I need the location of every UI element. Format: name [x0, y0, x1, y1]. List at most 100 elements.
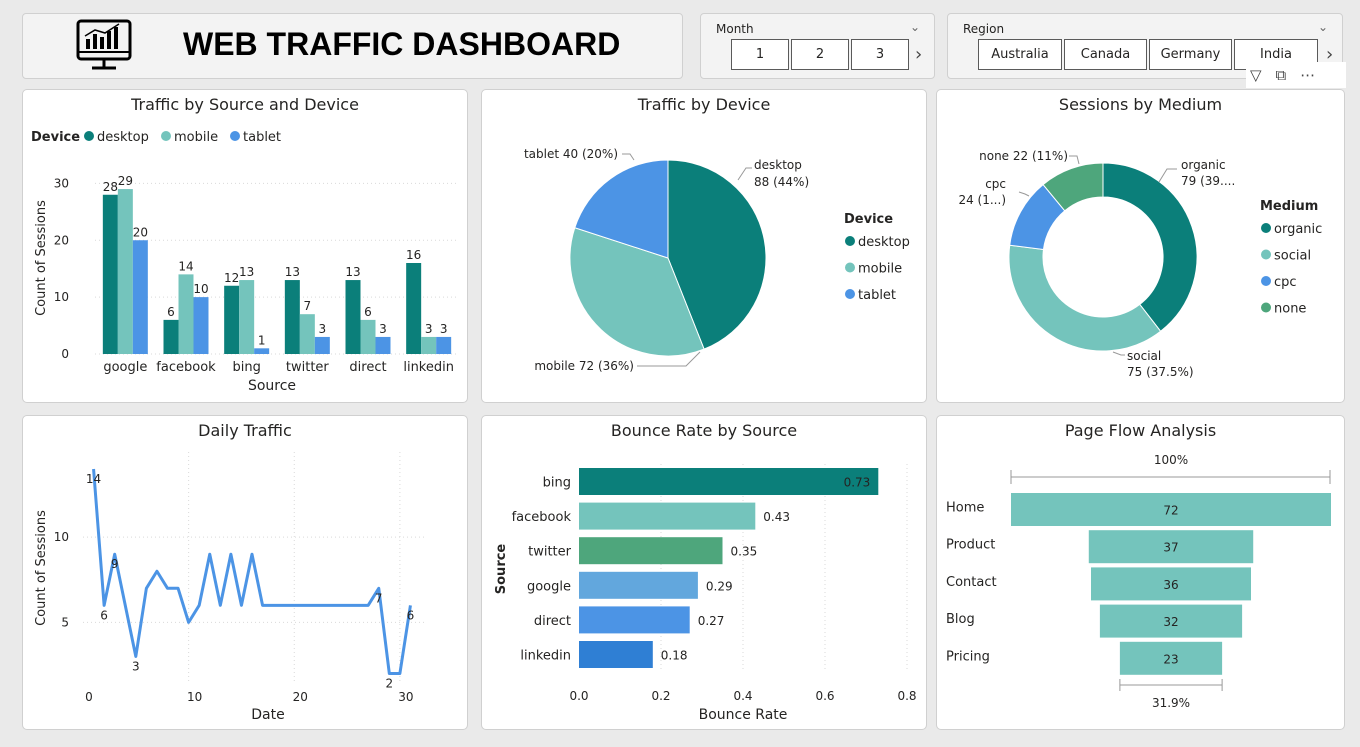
month-slicer[interactable]: Month ⌄ 1 2 3 ›	[700, 13, 935, 79]
y-axis-title: Count of Sessions	[34, 200, 49, 316]
page-title: WEB TRAFFIC DASHBOARD	[183, 26, 621, 62]
region-option-australia[interactable]: Australia	[978, 39, 1062, 70]
y-tick-label: 20	[54, 233, 69, 247]
bar-tablet-google	[132, 240, 148, 354]
legend-marker	[84, 131, 94, 141]
data-label: 37	[1163, 541, 1178, 555]
month-slicer-label: Month	[716, 22, 754, 36]
data-label: 13	[285, 265, 300, 279]
data-label: 2	[385, 676, 393, 690]
region-option-canada[interactable]: Canada	[1064, 39, 1147, 70]
donut-slice-organic	[1102, 162, 1198, 332]
month-option-2[interactable]: 2	[791, 39, 849, 70]
data-label: 14	[178, 259, 193, 273]
bar-twitter	[579, 537, 723, 565]
data-label-cpc: 24 (1...)	[958, 193, 1006, 207]
chevron-right-icon[interactable]: ›	[1326, 44, 1334, 65]
bar-tablet-twitter	[314, 336, 330, 354]
leader-line	[1158, 168, 1177, 183]
x-axis-title: Bounce Rate	[699, 707, 788, 723]
bounce-rate-card[interactable]: Bounce Rate by Source 0.0 0.2 0.4 0.6 0.8 bin…	[481, 415, 927, 730]
category-label: Pricing	[946, 649, 990, 664]
data-label-desktop: 88 (44%)	[754, 175, 809, 189]
chevron-down-icon[interactable]: ⌄	[1317, 20, 1328, 34]
month-option-3[interactable]: 3	[851, 39, 909, 70]
leader-line	[1018, 191, 1030, 197]
y-axis-title: Source	[494, 544, 509, 595]
region-slicer[interactable]: Region ⌄ Australia Canada Germany India …	[947, 13, 1343, 79]
y-tick-label: 30	[54, 176, 69, 190]
data-label: 29	[118, 174, 133, 188]
data-label: 3	[440, 322, 448, 336]
legend-marker	[1261, 223, 1271, 233]
data-label: 3	[379, 322, 387, 336]
monitor-chart-icon	[76, 19, 132, 70]
data-label: 14	[86, 472, 101, 486]
funnel-bar-contact	[1091, 567, 1251, 601]
data-label-social: social	[1127, 349, 1161, 363]
data-label: 13	[239, 265, 254, 279]
daily-traffic-card[interactable]: Daily Traffic 0 10 20 30 5 10 14 6 9 3 7 2 6 Date Coun…	[22, 415, 468, 730]
bar-mobile-twitter	[299, 314, 315, 354]
funnel-bar-pricing	[1119, 641, 1223, 675]
data-label-organic: organic	[1181, 158, 1226, 172]
legend-label-desktop: desktop	[858, 235, 910, 250]
month-option-1[interactable]: 1	[731, 39, 789, 70]
page-flow-card[interactable]: Page Flow Analysis 100% 72 Home 37 Product 36…	[936, 415, 1345, 730]
bar-desktop-google	[102, 194, 118, 354]
funnel-bar-product	[1088, 530, 1254, 564]
more-options-icon[interactable]: ⋯	[1300, 66, 1316, 84]
bar-tablet-bing	[254, 348, 270, 354]
region-option-germany[interactable]: Germany	[1149, 39, 1232, 70]
category-label: Product	[946, 538, 995, 553]
data-label: 13	[345, 265, 360, 279]
traffic-by-source-device-card[interactable]: Traffic by Source and Device Device deskt…	[22, 89, 468, 403]
chevron-down-icon[interactable]: ⌄	[909, 20, 920, 34]
bar-mobile-direct	[360, 319, 376, 354]
data-label: 72	[1163, 504, 1178, 518]
y-tick-label: facebook	[512, 510, 572, 525]
legend-marker	[1261, 302, 1271, 313]
donut-slice-none	[1042, 162, 1104, 212]
traffic-by-device-card[interactable]: Traffic by Device desktop 88 (44%) mobile …	[481, 89, 927, 403]
filter-icon[interactable]: ▽	[1250, 66, 1262, 84]
sessions-by-medium-card[interactable]: Sessions by Medium organic 79 (39.... soci…	[936, 89, 1345, 403]
bar-tablet-facebook	[193, 297, 209, 354]
chevron-right-icon[interactable]: ›	[915, 44, 923, 65]
x-axis-title: Source	[248, 378, 296, 394]
legend-label-desktop: desktop	[97, 130, 149, 145]
header-banner: WEB TRAFFIC DASHBOARD	[22, 13, 683, 79]
data-label: 3	[319, 322, 327, 336]
sessions-by-medium-chart: organic 79 (39.... social 75 (37.5%) cpc 24 (…	[958, 149, 1322, 379]
y-tick-label: google	[527, 579, 571, 594]
legend-label-tablet: tablet	[243, 130, 281, 145]
bar-direct	[579, 606, 690, 634]
data-label: 0.27	[698, 614, 725, 628]
data-label-social: 75 (37.5%)	[1127, 365, 1194, 379]
focus-mode-icon[interactable]: ⧉	[1275, 66, 1287, 84]
legend-label-social: social	[1274, 249, 1311, 264]
chart-title: Bounce Rate by Source	[610, 421, 798, 440]
x-tick-label: 0.0	[569, 689, 588, 703]
category-label: Contact	[946, 575, 997, 590]
data-label: 6	[364, 305, 372, 319]
pie-slice-tablet	[574, 159, 669, 259]
data-label-mobile: mobile 72 (36%)	[534, 359, 634, 373]
chart-title: Sessions by Medium	[1058, 95, 1223, 114]
legend-marker	[845, 289, 855, 299]
x-tick-label: 30	[398, 690, 413, 704]
data-label: 3	[425, 322, 433, 336]
x-tick-label: 0.6	[815, 689, 834, 703]
leader-line	[1112, 351, 1125, 356]
traffic-by-device-chart: desktop 88 (44%) mobile 72 (36%) tablet 40 …	[524, 147, 910, 373]
data-label: 7	[375, 591, 383, 605]
x-tick-label: bing	[232, 360, 260, 375]
x-tick-label: 10	[187, 690, 202, 704]
data-label: 16	[406, 248, 421, 262]
data-label-cpc: cpc	[985, 177, 1006, 191]
data-label: 7	[304, 299, 312, 313]
x-tick-label: 0.4	[733, 689, 752, 703]
x-axis-title: Date	[251, 707, 284, 723]
pie-slice-mobile	[569, 227, 705, 357]
data-label: 32	[1163, 615, 1178, 629]
